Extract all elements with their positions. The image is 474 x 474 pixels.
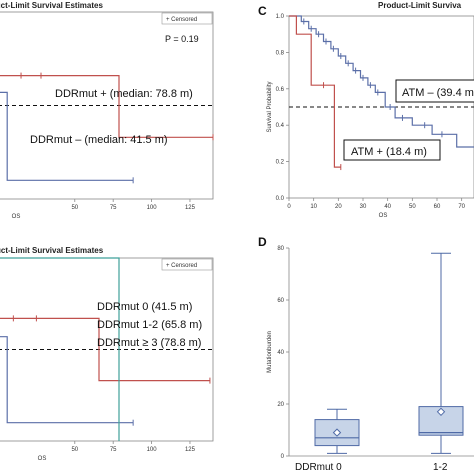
panel-a-annotation-ddrmut-minus: DDRmut – (median: 41.5 m) xyxy=(30,134,168,146)
panel-a-x-tick-label-2: 100 xyxy=(147,205,158,211)
panel-c-x-tick-label-5: 50 xyxy=(409,204,416,210)
panel-a-x-tick-label-0: 50 xyxy=(71,205,78,211)
panel-a-x-tick-label-1: 75 xyxy=(110,205,117,211)
panel-c-series-line-1 xyxy=(289,15,341,168)
panel-c-x-tick-label-4: 40 xyxy=(384,204,391,210)
panel-b-legend-box xyxy=(161,258,213,271)
panel-d-y-axis-label: Mutationburden xyxy=(267,331,273,373)
panel-d-y-tick-label-2: 40 xyxy=(277,350,284,356)
panel-a-series-line-1 xyxy=(0,91,134,181)
panel-b-x-tick-label-3: 125 xyxy=(185,447,196,453)
panel-b-annotation-ddrmut-0: DDRmut 0 (41.5 m) xyxy=(97,301,192,313)
panel-c-title: Product-Limit Surviva xyxy=(378,1,462,10)
panel-a-legend-text: + Censored xyxy=(166,17,197,23)
panel-c-x-tick-label-6: 60 xyxy=(434,204,441,210)
panel-d-mean-marker-1 xyxy=(436,407,446,417)
panel-a-annotation-ddrmut-plus: DDRmut + (median: 78.8 m) xyxy=(55,88,193,100)
panel-b-x-axis-label: OS xyxy=(38,456,47,462)
panel-c-label: C xyxy=(258,4,267,18)
panel-b-legend-text: + Censored xyxy=(166,263,197,269)
panel-d-mean-marker-0 xyxy=(332,428,342,437)
panel-c-x-tick-label-1: 10 xyxy=(310,204,317,210)
panel-b-x-tick-label-1: 75 xyxy=(110,447,117,453)
panel-b-km-plot: uct-Limit Survival Estimates 50 75 100 125 OS… xyxy=(0,246,214,462)
panel-c-y-axis-label: Survival Probability xyxy=(267,81,273,132)
panel-d-category-label-0: DDRmut 0 xyxy=(295,462,342,473)
panel-a-title: oduct-Limit Survival Estimates xyxy=(0,1,103,10)
panel-b-annotation-ddrmut-1-2: DDRmut 1-2 (65.8 m) xyxy=(97,319,202,331)
panel-d-box-1 xyxy=(418,406,464,436)
panel-a-legend-box xyxy=(161,12,213,25)
panel-b-series-line-1 xyxy=(0,317,210,382)
panel-d-y-tick-label-4: 80 xyxy=(277,246,284,252)
panel-c-km-plot: C Product-Limit Surviva 0 10 20 30 40 50 60 70 0.0… xyxy=(258,1,474,219)
panel-a-series-line-0 xyxy=(0,75,213,138)
panel-c-y-tick-label-4: 0.8 xyxy=(276,50,285,56)
panel-b-x-tick-label-2: 100 xyxy=(147,447,158,453)
panel-c-x-tick-label-2: 20 xyxy=(335,204,342,210)
panel-b-annotation-ddrmut-ge-3: DDRmut ≥ 3 (78.8 m) xyxy=(97,337,201,349)
panel-d-y-tick-label-1: 20 xyxy=(277,402,284,408)
panel-c-y-tick-label-0: 0.0 xyxy=(276,196,285,202)
panel-d-category-label-1: 1-2 xyxy=(433,462,448,473)
panel-c-annotation-box-atm-plus xyxy=(343,139,441,161)
panel-d-label: D xyxy=(258,235,267,249)
panel-b-title: uct-Limit Survival Estimates xyxy=(0,246,104,255)
panel-a-km-plot: oduct-Limit Survival Estimates 50 75 100 125… xyxy=(0,1,214,220)
panel-a-p-value: P = 0.19 xyxy=(165,34,199,44)
panel-b-series-line-2 xyxy=(0,257,120,441)
panel-c-annotation-atm-minus: ATM – (39.4 m xyxy=(402,87,474,99)
panel-c-x-tick-label-3: 30 xyxy=(360,204,367,210)
panel-c-y-tick-label-2: 0.4 xyxy=(276,123,285,129)
panel-c-y-tick-label-3: 0.6 xyxy=(276,87,285,93)
panel-b-x-tick-label-0: 50 xyxy=(71,447,78,453)
panel-c-x-axis-label: OS xyxy=(379,213,388,219)
panel-d-y-tick-label-3: 60 xyxy=(277,298,284,304)
panel-d-box-plot: D 0 20 40 60 80 Mutationburden DDRmut 0 1-2 xyxy=(258,235,474,473)
panel-d-y-tick-label-0: 0 xyxy=(281,454,285,460)
panel-a-plot-frame xyxy=(0,11,214,200)
panel-c-y-tick-label-5: 1.0 xyxy=(276,14,285,20)
panel-c-series-line-0 xyxy=(289,15,474,148)
panel-c-x-tick-label-0: 0 xyxy=(287,204,291,210)
panel-a-x-tick-label-3: 125 xyxy=(185,205,196,211)
panel-b-series-line-0 xyxy=(0,336,134,424)
panel-c-x-tick-label-7: 70 xyxy=(458,204,465,210)
panel-c-y-tick-label-1: 0.2 xyxy=(276,160,285,166)
panel-c-annotation-atm-plus: ATM + (18.4 m) xyxy=(351,146,427,158)
panel-a-x-axis-label: OS xyxy=(12,214,21,220)
panel-c-annotation-box-atm-minus xyxy=(395,79,474,103)
